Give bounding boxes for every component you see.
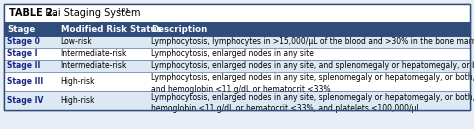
Text: Lymphocytosis, enlarged nodes in any site: Lymphocytosis, enlarged nodes in any sit… bbox=[152, 50, 314, 58]
Text: Low-risk: Low-risk bbox=[61, 38, 92, 46]
Text: Lymphocytosis, lymphocytes in >15,000/μL of the blood and >30% in the bone marro: Lymphocytosis, lymphocytes in >15,000/μL… bbox=[152, 38, 474, 46]
Text: Stage II: Stage II bbox=[7, 62, 40, 71]
Bar bbox=[4, 91, 470, 110]
Text: Stage III: Stage III bbox=[7, 77, 43, 86]
Bar bbox=[4, 60, 470, 72]
Text: Lymphocytosis, enlarged nodes in any site, splenomegaly or hepatomegaly, or both: Lymphocytosis, enlarged nodes in any sit… bbox=[152, 74, 474, 94]
Text: Rai Staging System: Rai Staging System bbox=[39, 8, 140, 18]
Text: Stage: Stage bbox=[7, 25, 35, 34]
Text: Description: Description bbox=[152, 25, 208, 34]
Bar bbox=[4, 4, 470, 110]
Text: Stage 0: Stage 0 bbox=[7, 38, 40, 46]
Bar bbox=[4, 4, 470, 22]
Bar bbox=[4, 4, 470, 110]
Text: Lymphocytosis, enlarged nodes in any site, splenomegaly or hepatomegaly, or both: Lymphocytosis, enlarged nodes in any sit… bbox=[152, 92, 474, 113]
Text: Modified Risk Status: Modified Risk Status bbox=[61, 25, 161, 34]
Text: High-risk: High-risk bbox=[61, 96, 95, 105]
Text: Stage IV: Stage IV bbox=[7, 96, 44, 105]
Text: Stage I: Stage I bbox=[7, 50, 37, 58]
Text: High-risk: High-risk bbox=[61, 77, 95, 86]
Text: TABLE 2.: TABLE 2. bbox=[9, 8, 56, 18]
Text: Intermediate-risk: Intermediate-risk bbox=[61, 50, 127, 58]
Bar bbox=[4, 48, 470, 60]
Text: 1,23: 1,23 bbox=[117, 7, 128, 13]
Text: Intermediate-risk: Intermediate-risk bbox=[61, 62, 127, 71]
Text: Lymphocytosis, enlarged nodes in any site, and splenomegaly or hepatomegaly, or : Lymphocytosis, enlarged nodes in any sit… bbox=[152, 62, 474, 71]
Bar bbox=[4, 36, 470, 48]
Bar bbox=[4, 72, 470, 91]
Bar bbox=[4, 22, 470, 36]
